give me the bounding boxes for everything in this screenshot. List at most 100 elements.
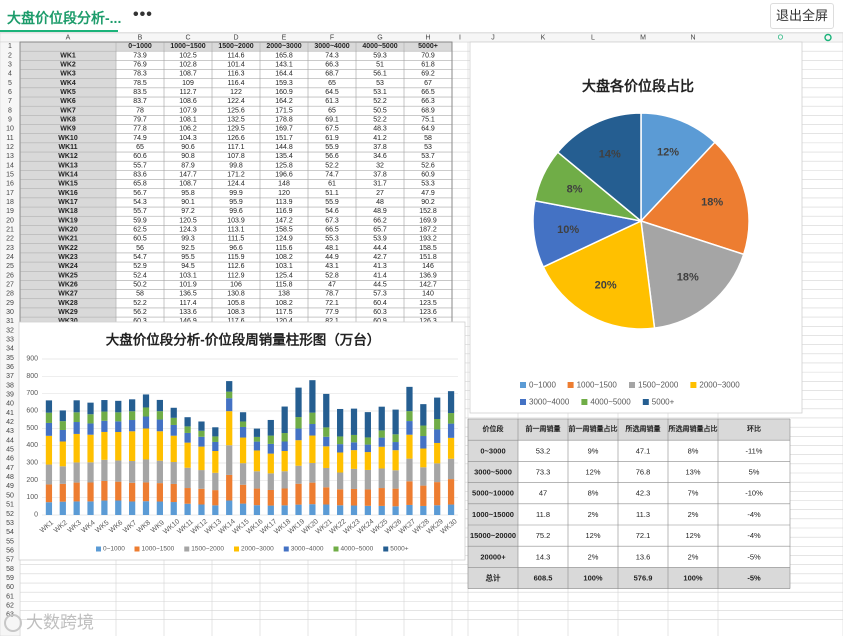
bar-segment-wk16[interactable] (253, 505, 261, 515)
bar-segment-wk3[interactable] (73, 422, 80, 434)
bar-segment-wk5[interactable] (101, 411, 108, 421)
bar-segment-wk14[interactable] (226, 500, 233, 515)
bar-segment-wk21[interactable] (323, 446, 330, 468)
bar-segment-wk7[interactable] (129, 501, 136, 515)
bar-segment-wk28[interactable] (420, 467, 427, 486)
bar-segment-wk4[interactable] (87, 402, 94, 415)
bar-segment-wk5[interactable] (101, 431, 108, 460)
bar-segment-wk6[interactable] (115, 431, 122, 461)
bar-segment-wk18[interactable] (281, 450, 288, 472)
bar-segment-wk13[interactable] (212, 436, 219, 442)
bar-segment-wk16[interactable] (253, 441, 261, 451)
bar-segment-wk1[interactable] (45, 502, 53, 515)
bar-segment-wk1[interactable] (45, 484, 53, 503)
bar-segment-wk10[interactable] (170, 424, 177, 436)
bar-segment-wk14[interactable] (226, 381, 233, 392)
bar-segment-wk1[interactable] (45, 422, 53, 436)
selection-handle-icon[interactable] (824, 33, 832, 42)
bar-segment-wk2[interactable] (59, 483, 66, 502)
pie-slice[interactable] (556, 112, 642, 223)
tab-sheet-title[interactable]: 大盘价位段分析-... (0, 0, 121, 32)
bar-segment-wk9[interactable] (156, 411, 163, 420)
bar-segment-wk14[interactable] (226, 445, 233, 475)
bar-segment-wk17[interactable] (267, 443, 274, 454)
stacked-bar-chart[interactable]: 大盘价位段分析-价位段周销量柱形图（万台） 0 100 200 300 400 500 600… (18, 321, 466, 561)
bar-segment-wk29[interactable] (434, 442, 441, 464)
bar-segment-wk22[interactable] (337, 472, 344, 490)
bar-segment-wk22[interactable] (337, 444, 344, 453)
bar-segment-wk15[interactable] (239, 426, 247, 438)
bar-segment-wk30[interactable] (447, 413, 455, 424)
bar-segment-wk18[interactable] (281, 441, 288, 451)
pie-chart[interactable]: 大盘各价位段占比 12% 18% 18% 20% 10% 8% 14% 0~1000 1000~1… (469, 41, 803, 414)
bar-segment-wk24[interactable] (364, 437, 371, 445)
bar-segment-wk12[interactable] (198, 488, 205, 505)
bar-segment-wk29[interactable] (434, 482, 441, 506)
bar-segment-wk11[interactable] (184, 432, 191, 443)
bar-segment-wk10[interactable] (170, 417, 177, 425)
bar-segment-wk23[interactable] (350, 450, 358, 469)
bar-segment-wk14[interactable] (226, 411, 233, 446)
bar-segment-wk10[interactable] (170, 483, 177, 503)
bar-segment-wk3[interactable] (73, 400, 80, 413)
bar-segment-wk20[interactable] (309, 380, 316, 413)
bar-segment-wk30[interactable] (447, 423, 455, 438)
bar-segment-wk7[interactable] (129, 482, 136, 502)
bar-segment-wk3[interactable] (73, 482, 80, 502)
bar-segment-wk20[interactable] (309, 412, 316, 425)
bar-segment-wk25[interactable] (378, 468, 385, 489)
bar-segment-wk5[interactable] (101, 500, 108, 515)
bar-segment-wk26[interactable] (392, 488, 399, 507)
bar-segment-wk20[interactable] (309, 424, 316, 436)
bar-segment-wk12[interactable] (198, 470, 205, 489)
bar-segment-wk28[interactable] (420, 505, 427, 515)
bar-segment-wk18[interactable] (281, 488, 288, 506)
bar-segment-wk7[interactable] (129, 399, 136, 412)
bar-segment-wk4[interactable] (87, 434, 94, 463)
bar-segment-wk28[interactable] (420, 485, 427, 506)
bar-segment-wk25[interactable] (378, 446, 385, 469)
bar-segment-wk16[interactable] (253, 450, 261, 472)
bar-segment-wk26[interactable] (392, 450, 399, 471)
bar-segment-wk8[interactable] (142, 459, 150, 483)
bar-segment-wk28[interactable] (420, 436, 427, 449)
bar-segment-wk10[interactable] (170, 502, 177, 515)
bar-segment-wk2[interactable] (59, 501, 66, 515)
bar-segment-wk26[interactable] (392, 506, 399, 515)
bar-segment-wk20[interactable] (309, 463, 316, 483)
bar-segment-wk1[interactable] (45, 412, 53, 423)
bar-segment-wk22[interactable] (337, 436, 344, 445)
bar-segment-wk12[interactable] (198, 421, 205, 431)
bar-segment-wk26[interactable] (392, 470, 399, 489)
bar-segment-wk15[interactable] (239, 437, 247, 464)
bar-segment-wk21[interactable] (323, 467, 330, 488)
bar-segment-wk11[interactable] (184, 488, 191, 504)
pie-slice[interactable] (542, 219, 656, 330)
bar-segment-wk27[interactable] (406, 386, 413, 412)
bar-segment-wk11[interactable] (184, 442, 191, 468)
bar-segment-wk8[interactable] (142, 482, 150, 502)
bar-segment-wk27[interactable] (406, 434, 413, 459)
bar-segment-wk8[interactable] (142, 501, 150, 515)
bar-segment-wk4[interactable] (87, 501, 94, 515)
bar-segment-wk20[interactable] (309, 504, 316, 515)
bar-segment-wk29[interactable] (434, 419, 441, 430)
bar-segment-wk27[interactable] (406, 421, 413, 435)
bar-segment-wk13[interactable] (212, 441, 219, 452)
bar-segment-wk23[interactable] (350, 468, 358, 489)
bar-segment-wk7[interactable] (129, 431, 136, 462)
bar-segment-wk24[interactable] (364, 489, 371, 506)
bar-segment-wk27[interactable] (406, 504, 413, 515)
bar-segment-wk3[interactable] (73, 433, 80, 463)
bar-segment-wk21[interactable] (323, 487, 330, 505)
bar-segment-wk30[interactable] (447, 391, 455, 414)
bar-segment-wk13[interactable] (212, 472, 219, 491)
bar-segment-wk29[interactable] (434, 429, 441, 443)
bar-segment-wk18[interactable] (281, 433, 288, 442)
bar-segment-wk1[interactable] (45, 435, 53, 465)
bar-segment-wk17[interactable] (267, 419, 274, 436)
bar-segment-wk9[interactable] (156, 399, 163, 412)
bar-segment-wk29[interactable] (434, 463, 441, 483)
bar-segment-wk23[interactable] (350, 442, 358, 451)
bar-segment-wk2[interactable] (59, 466, 66, 484)
